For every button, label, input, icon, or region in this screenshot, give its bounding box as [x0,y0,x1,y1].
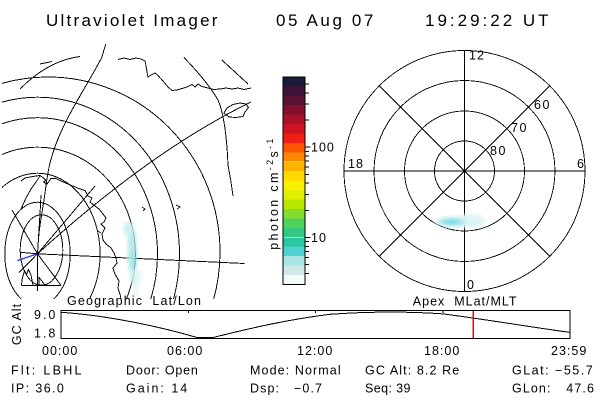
svg-text:60: 60 [534,98,551,112]
svg-text:10: 10 [311,231,327,245]
svg-text:70: 70 [511,121,528,135]
svg-text:12:00: 12:00 [297,344,333,358]
svg-text:GLon:: GLon: [512,382,552,396]
svg-text:photon cm-2s-1: photon cm-2s-1 [265,136,281,250]
svg-text:IP: 36.0: IP: 36.0 [11,382,65,396]
svg-text:Ultraviolet Imager: Ultraviolet Imager [46,11,220,30]
svg-text:18:00: 18:00 [424,344,460,358]
svg-text:Door: Open: Door: Open [126,364,199,378]
svg-text:6: 6 [577,157,585,171]
svg-text:GLat: −55.7: GLat: −55.7 [512,364,594,378]
svg-text:Seq: 39: Seq: 39 [365,382,411,396]
svg-text:18: 18 [348,157,364,171]
svg-text:Flt: LBHL: Flt: LBHL [11,364,84,378]
svg-text:80: 80 [490,144,507,158]
svg-text:Geographic Lat/Lon: Geographic Lat/Lon [67,294,202,308]
svg-text:23:59: 23:59 [551,344,587,358]
svg-text:47.6: 47.6 [566,382,595,396]
svg-text:1.8: 1.8 [34,327,57,341]
svg-text:19:29:22 UT: 19:29:22 UT [425,11,552,30]
svg-text:−0.7: −0.7 [294,382,323,396]
svg-text:GC Alt: 8.2 Re: GC Alt: 8.2 Re [365,364,460,378]
svg-text:GC Alt: GC Alt [10,303,24,345]
svg-text:0: 0 [467,278,475,292]
svg-text:00:00: 00:00 [42,344,78,358]
svg-text:Dsp:: Dsp: [250,382,280,396]
svg-text:100: 100 [311,141,335,155]
svg-text:06:00: 06:00 [167,344,203,358]
svg-text:05 Aug 07: 05 Aug 07 [276,11,376,30]
svg-text:Mode: Normal: Mode: Normal [250,364,342,378]
svg-text:9.0: 9.0 [34,308,57,322]
svg-text:12: 12 [469,49,485,63]
svg-text:Apex MLat/MLT: Apex MLat/MLT [413,295,518,309]
svg-text:Gain: 14: Gain: 14 [126,382,189,396]
